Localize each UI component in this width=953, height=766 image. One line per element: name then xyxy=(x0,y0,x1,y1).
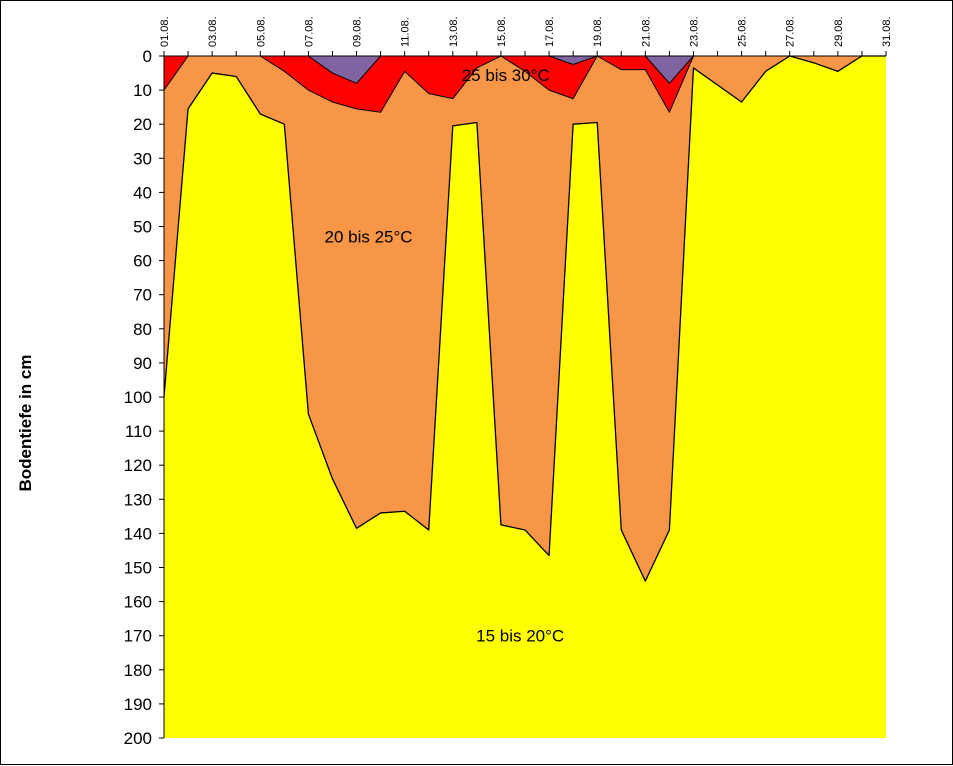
y-tick-label: 200 xyxy=(124,729,152,748)
y-tick-label: 120 xyxy=(124,456,152,475)
y-tick-label: 0 xyxy=(143,47,152,66)
zone-label: 25 bis 30°C xyxy=(462,66,550,85)
x-tick-label: 25.08. xyxy=(737,16,749,47)
y-tick-label: 190 xyxy=(124,695,152,714)
zone-area-purple xyxy=(164,56,886,84)
x-tick-label: 17.08. xyxy=(544,16,556,47)
x-tick-label: 01.08. xyxy=(159,16,171,47)
x-tick-label: 23.08. xyxy=(688,16,700,47)
y-tick-label: 160 xyxy=(124,593,152,612)
x-tick-label: 11.08. xyxy=(400,17,412,47)
y-tick-label: 50 xyxy=(133,218,152,237)
x-tick-label: 07.08. xyxy=(303,16,315,47)
x-tick-label: 03.08. xyxy=(207,16,219,47)
y-axis-title: Bodentiefe in cm xyxy=(16,355,35,492)
x-tick-label: 05.08. xyxy=(255,16,267,47)
y-tick-label: 30 xyxy=(133,149,152,168)
zone-label: 15 bis 20°C xyxy=(476,627,564,646)
x-tick-label: 31.08. xyxy=(881,16,893,47)
y-tick-label: 90 xyxy=(133,354,152,373)
y-tick-label: 20 xyxy=(133,115,152,134)
x-tick-label: 09.08. xyxy=(352,16,364,47)
zone-area-20-25 xyxy=(164,56,886,582)
y-tick-label: 150 xyxy=(124,559,152,578)
x-tick-label: 21.08. xyxy=(640,16,652,47)
zone-label-layer: 25 bis 30°C 20 bis 25°C 15 bis 20°C xyxy=(325,66,565,646)
zone-label: 20 bis 25°C xyxy=(325,228,413,247)
area-layer xyxy=(164,56,886,738)
y-tick-label: 100 xyxy=(124,388,152,407)
y-tick-label: 40 xyxy=(133,183,152,202)
y-tick-label: 170 xyxy=(124,627,152,646)
x-tick-layer: 01.08. 03.08. 05.08. 07.08. 09.08. 11.08. 13.0… xyxy=(159,16,893,56)
y-tick-label: 70 xyxy=(133,286,152,305)
y-tick-label: 130 xyxy=(124,490,152,509)
y-tick-label: 180 xyxy=(124,661,152,680)
boundary-line-15-20 xyxy=(163,55,886,582)
y-tick-layer: 0 10 20 30 40 50 60 70 80 90 100 110 120 130 140 150 160… xyxy=(124,47,164,748)
x-tick-label: 15.08. xyxy=(496,16,508,47)
y-tick-label: 80 xyxy=(133,320,152,339)
x-tick-label: 29.08. xyxy=(833,16,845,47)
y-tick-label: 60 xyxy=(133,252,152,271)
x-tick-label: 19.08. xyxy=(592,16,604,47)
y-tick-label: 110 xyxy=(125,422,152,441)
y-tick-label: 10 xyxy=(133,81,152,100)
x-tick-label: 13.08. xyxy=(448,16,460,47)
x-tick-label: 27.08. xyxy=(785,16,797,47)
y-tick-label: 140 xyxy=(124,524,152,543)
